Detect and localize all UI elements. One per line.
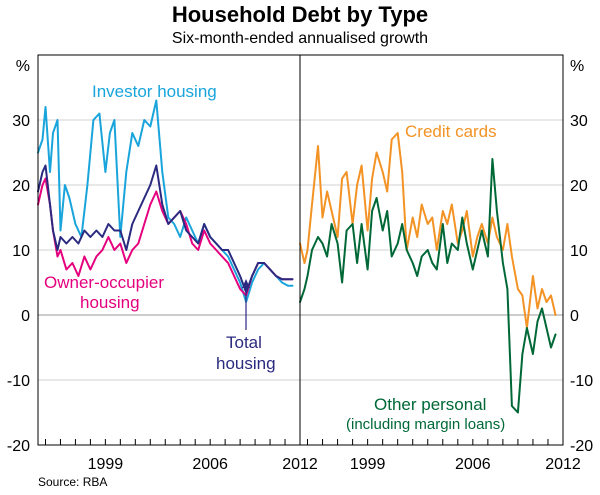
source-note: Source: RBA [38,475,108,489]
label-layer: Investor housing Owner-occupier housing … [44,82,505,433]
label-other-personal-line1: Other personal [374,395,486,414]
y-tick-left-30: 30 [12,113,30,130]
y-tick-left-20: 20 [12,178,30,195]
chart-title: Household Debt by Type [171,2,429,27]
x-tick-p0-2012: 2012 [282,456,318,473]
label-owner-occupier-line2: housing [80,293,140,312]
y-tick-left-10: 10 [12,243,30,260]
total-housing-pointer-head [242,279,250,288]
y-tick-right-10: 10 [570,243,588,260]
y-tick-left-0: 0 [21,308,30,325]
x-tick-p0-1999: 1999 [88,456,124,473]
series-line-investor-housing [37,99,294,303]
series-line-credit-cards [299,132,557,329]
y-tick-left--20: -20 [7,438,30,455]
y-tick-right--10: -10 [570,373,593,390]
x-tick-p1-2006: 2006 [455,456,491,473]
unit-label-right: % [570,58,584,75]
chart-subtitle: Six-month-ended annualised growth [171,30,429,47]
x-tick-p1-2012: 2012 [545,456,581,473]
label-total-housing-line1: Total [226,333,262,352]
y-tick-left--10: -10 [7,373,30,390]
label-owner-occupier-line1: Owner-occupier [44,273,164,292]
series-line-other-personal-including-margin-loans [299,158,557,414]
label-other-personal-line2: (including margin loans) [346,416,505,433]
y-tick-right-0: 0 [570,308,579,325]
y-tick-right-30: 30 [570,113,588,130]
x-tick-p1-1999: 1999 [350,456,386,473]
label-investor-housing: Investor housing [92,82,217,101]
series-layer [37,99,557,414]
series-line-total-housing [37,164,294,294]
unit-label-left: % [16,58,30,75]
label-total-housing-line2: housing [216,354,276,373]
label-credit-cards: Credit cards [405,122,497,141]
x-tick-p0-2006: 2006 [192,456,228,473]
y-tick-right-20: 20 [570,178,588,195]
y-tick-right--20: -20 [570,438,593,455]
axis-layer: -20 -20 -10 -10 0 0 10 10 20 20 30 30% % 1999 2006 2012… [7,54,593,473]
